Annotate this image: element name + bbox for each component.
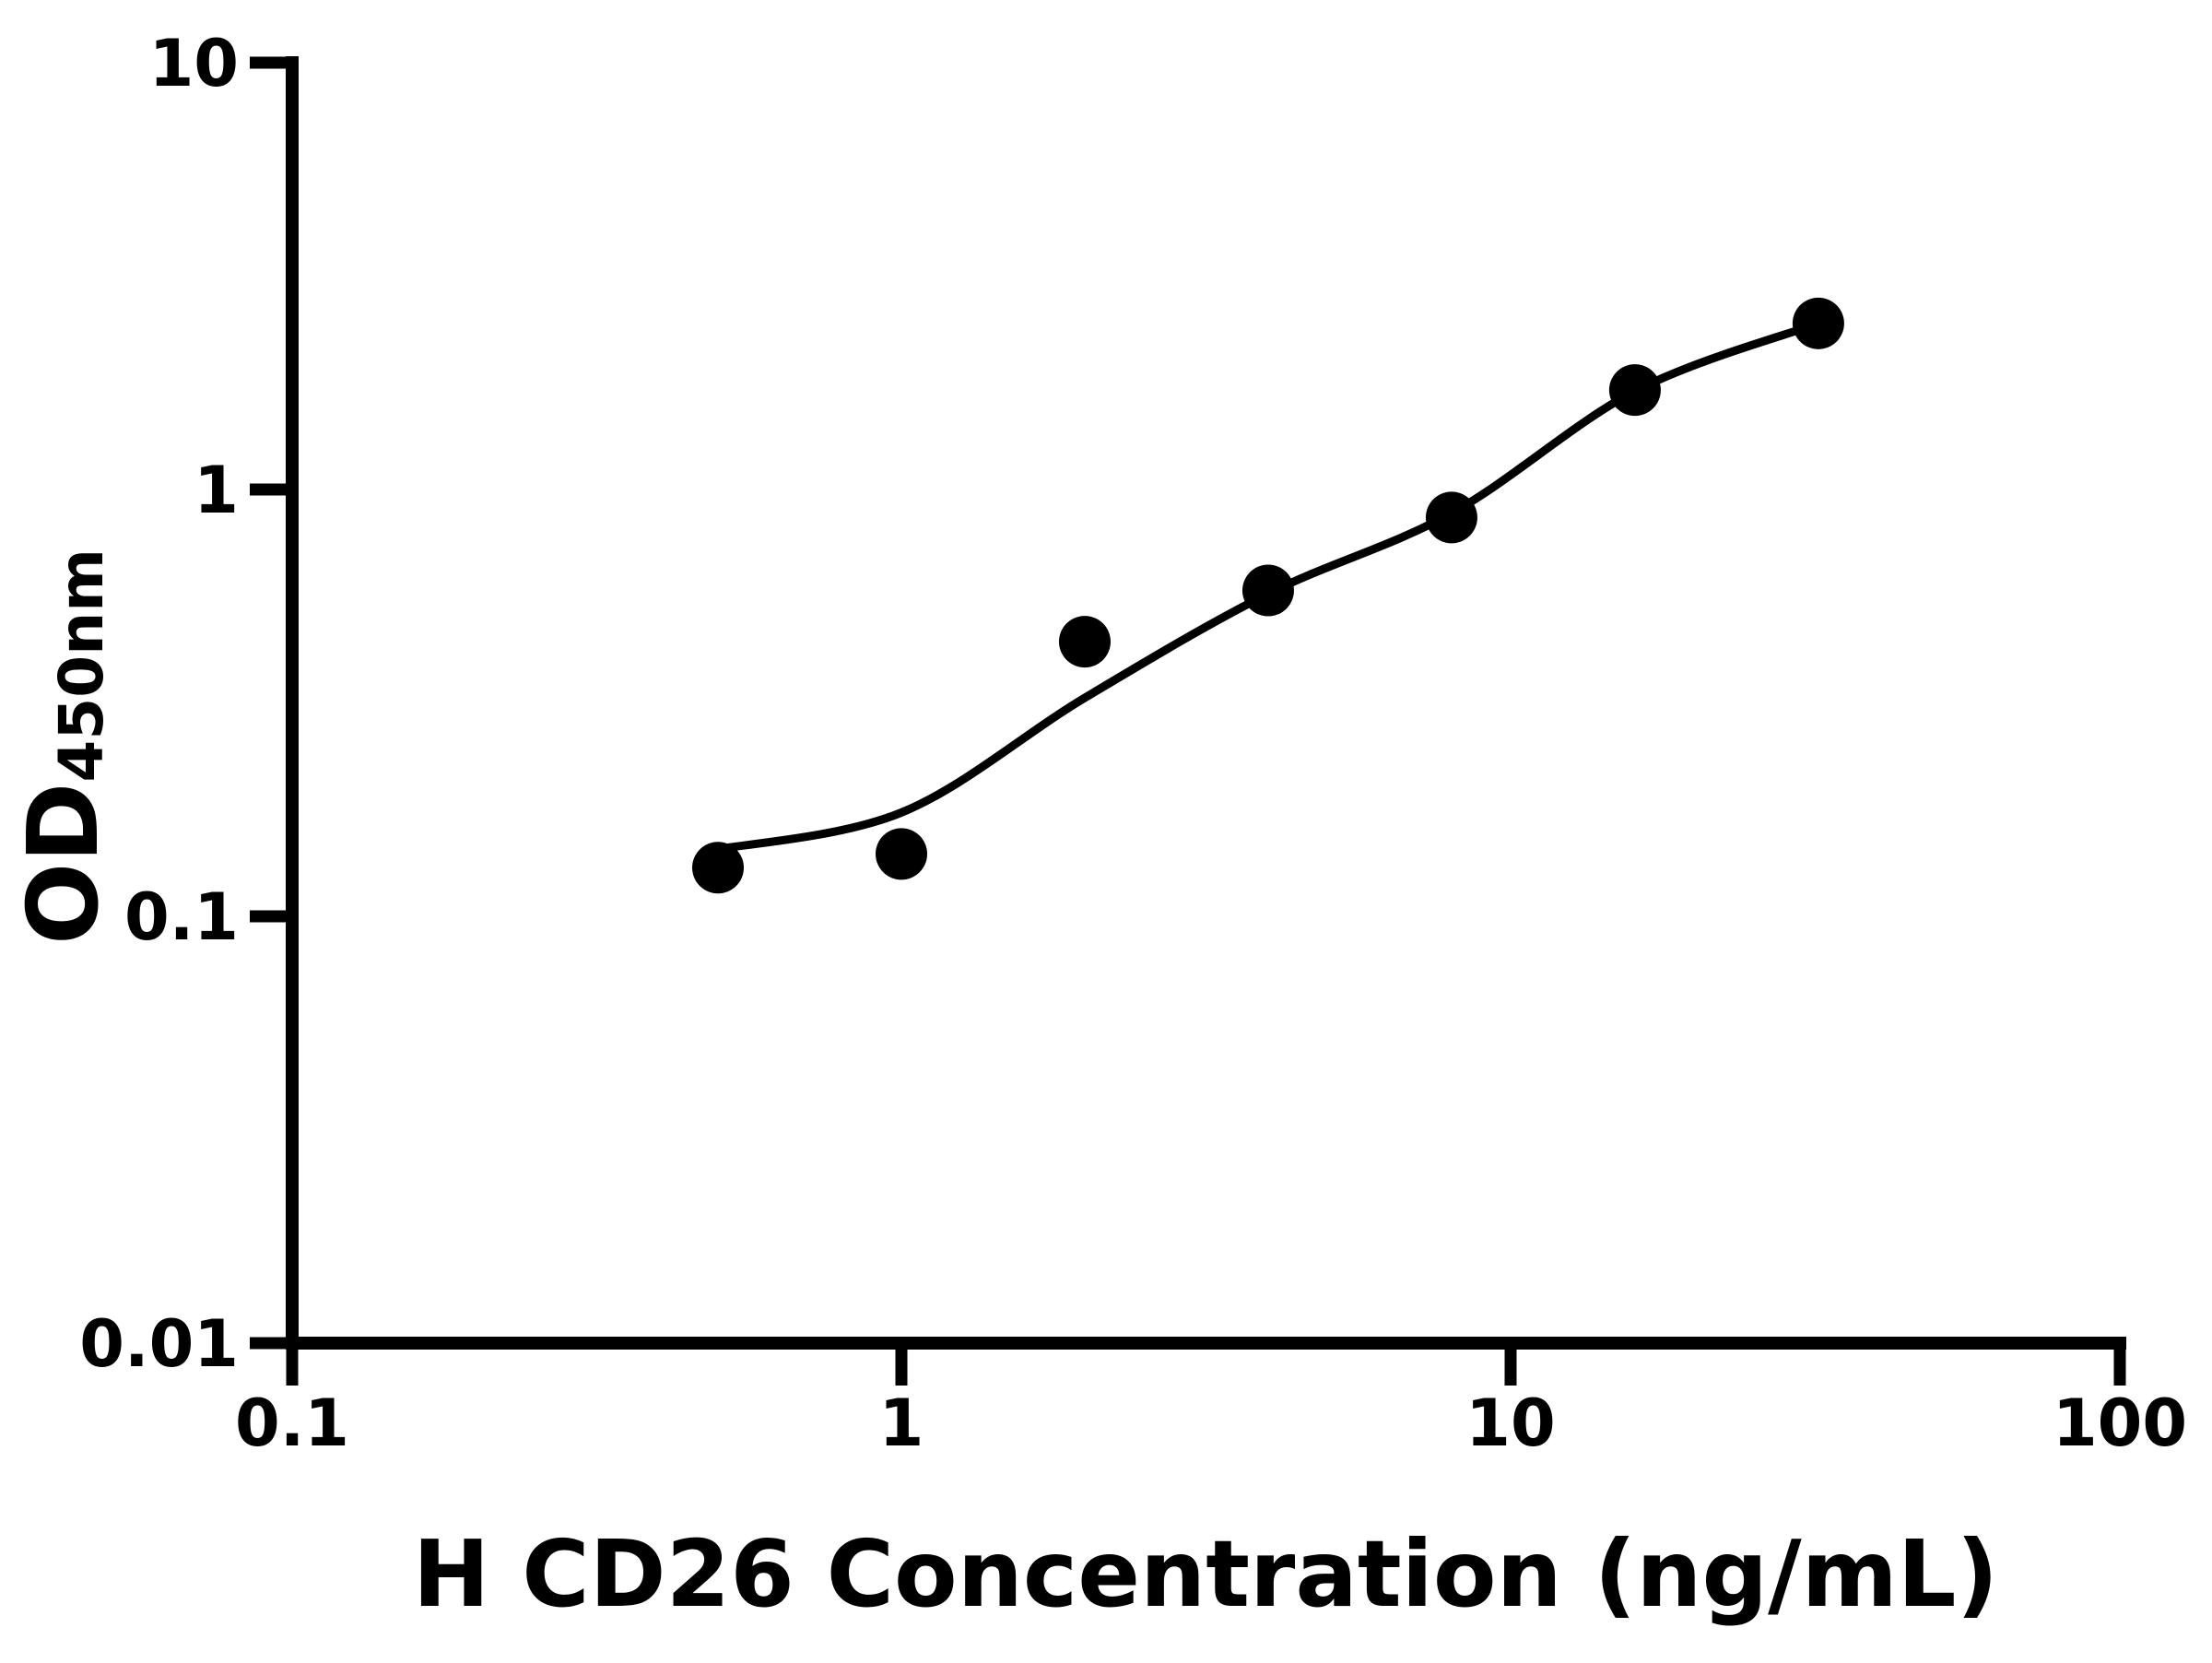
data-point xyxy=(1425,491,1477,544)
y-tick-label: 0.1 xyxy=(124,879,239,955)
x-tick-label: 1 xyxy=(879,1386,924,1461)
data-point xyxy=(1241,564,1294,617)
x-tick-label: 10 xyxy=(1465,1386,1555,1461)
y-tick-label: 1 xyxy=(194,453,239,528)
x-tick-label: 0.1 xyxy=(235,1386,349,1461)
data-point xyxy=(876,828,927,880)
data-layer xyxy=(692,297,1844,894)
x-tick-label: 100 xyxy=(2053,1386,2187,1461)
data-point xyxy=(1058,616,1111,668)
data-point xyxy=(1792,297,1844,349)
data-point xyxy=(692,842,745,894)
y-axis-title-main: OD xyxy=(7,783,120,945)
y-axis-title-subscript: 450nm xyxy=(46,548,117,783)
y-tick-label: 0.01 xyxy=(79,1306,239,1382)
x-axis-title: H CD26 Concentration (ng/mL) xyxy=(413,1520,1998,1628)
data-point xyxy=(1608,364,1661,417)
y-axis-title: OD450nm xyxy=(7,548,120,945)
y-tick-label: 10 xyxy=(149,26,239,101)
